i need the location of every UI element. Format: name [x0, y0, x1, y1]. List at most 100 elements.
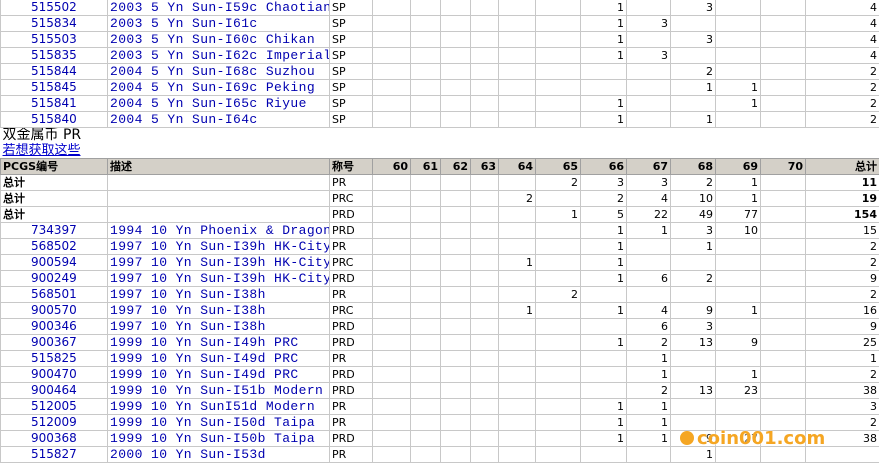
count-cell — [470, 190, 499, 207]
description-link[interactable]: 1999 10 Yn Sun-I50b Taipa — [107, 430, 330, 447]
description-link[interactable]: 1999 10 Yn Sun-I49d PRC — [107, 366, 330, 383]
description-link[interactable]: 1997 10 Yn Sun-I39h HK-City — [107, 270, 330, 287]
pcgs-number-link[interactable]: 568501 — [0, 286, 108, 303]
more-link[interactable]: 若想获取这些 — [2, 143, 81, 158]
count-cell — [470, 222, 499, 239]
pcgs-number-link[interactable]: 515835 — [0, 47, 108, 64]
count-cell: 1 — [715, 302, 761, 319]
count-cell — [372, 270, 411, 287]
pcgs-number-link[interactable]: 900367 — [0, 334, 108, 351]
pcgs-number-link[interactable]: 900594 — [0, 254, 108, 271]
count-cell — [715, 254, 761, 271]
pcgs-number-link[interactable]: 515827 — [0, 446, 108, 463]
count-cell — [410, 15, 441, 32]
description-link[interactable]: 1999 10 Yn Sun-I51b Modern — [107, 382, 330, 399]
count-cell — [760, 79, 806, 96]
total-cell: 2 — [805, 286, 879, 303]
data-row: 900594 1997 10 Yn Sun-I39h HK-City PRC 1 1 2 — [0, 254, 879, 271]
count-cell — [440, 366, 471, 383]
pcgs-number-link[interactable]: 515502 — [0, 0, 108, 16]
count-cell — [626, 63, 671, 80]
data-row: 568501 1997 10 Yn Sun-I38h PR 2 2 — [0, 286, 879, 303]
count-cell — [470, 174, 499, 191]
description-link[interactable]: 1999 10 Yn Sun-I50d Taipa — [107, 414, 330, 431]
description-link[interactable]: 2003 5 Yn Sun-I62c Imperial — [107, 47, 330, 64]
count-cell — [760, 0, 806, 16]
count-cell: 2 — [498, 190, 536, 207]
grade-cell: PRD — [329, 206, 373, 223]
pcgs-number-link[interactable]: 900570 — [0, 302, 108, 319]
pcgs-number-link[interactable]: 515841 — [0, 95, 108, 112]
pcgs-number-link[interactable]: 515825 — [0, 350, 108, 367]
count-cell — [715, 15, 761, 32]
count-cell: 1 — [580, 270, 627, 287]
description-link[interactable]: 1997 10 Yn Sun-I39h HK-City — [107, 254, 330, 271]
count-cell — [580, 63, 627, 80]
pcgs-number-link[interactable]: 515840 — [0, 111, 108, 128]
count-cell — [498, 206, 536, 223]
count-cell — [410, 318, 441, 335]
count-cell — [410, 366, 441, 383]
total-cell: 2 — [805, 238, 879, 255]
grade-cell: PRD — [329, 270, 373, 287]
count-cell — [440, 190, 471, 207]
pcgs-number-link[interactable]: 515844 — [0, 63, 108, 80]
description-link[interactable]: 1997 10 Yn Sun-I38h — [107, 286, 330, 303]
count-cell — [470, 382, 499, 399]
total-cell: 2 — [805, 254, 879, 271]
count-cell: 2 — [580, 190, 627, 207]
count-cell — [535, 382, 581, 399]
data-row: 515834 2003 5 Yn Sun-I61c SP 1 3 4 — [0, 15, 879, 32]
count-cell: 1 — [580, 222, 627, 239]
pcgs-number-link[interactable]: 734397 — [0, 222, 108, 239]
description-link[interactable]: 1997 10 Yn Sun-I38h — [107, 318, 330, 335]
description-link[interactable]: 2004 5 Yn Sun-I68c Suzhou — [107, 63, 330, 80]
pcgs-number-link[interactable]: 512005 — [0, 398, 108, 415]
description-link[interactable]: 2004 5 Yn Sun-I64c — [107, 111, 330, 128]
count-cell — [535, 414, 581, 431]
count-cell — [470, 79, 499, 96]
count-cell: 13 — [670, 382, 716, 399]
description-link[interactable]: 2004 5 Yn Sun-I69c Peking — [107, 79, 330, 96]
count-cell: 1 — [670, 79, 716, 96]
description-cell — [107, 206, 330, 223]
count-cell — [440, 398, 471, 415]
description-link[interactable]: 1997 10 Yn Sun-I38h — [107, 302, 330, 319]
description-link[interactable]: 1999 10 Yn Sun-I49d PRC — [107, 350, 330, 367]
pcgs-number-link[interactable]: 515834 — [0, 15, 108, 32]
description-link[interactable]: 2000 10 Yn Sun-I53d — [107, 446, 330, 463]
count-cell: 5 — [580, 206, 627, 223]
pcgs-number-link[interactable]: 900470 — [0, 366, 108, 383]
count-cell — [410, 302, 441, 319]
total-cell: 2 — [805, 79, 879, 96]
description-link[interactable]: 1999 10 Yn SunI51d Modern — [107, 398, 330, 415]
pcgs-number-link[interactable]: 900346 — [0, 318, 108, 335]
description-link[interactable]: 2003 5 Yn Sun-I61c — [107, 15, 330, 32]
count-cell: 3 — [626, 47, 671, 64]
column-header: 67 — [626, 158, 671, 175]
count-cell — [470, 15, 499, 32]
count-cell — [715, 270, 761, 287]
pcgs-number-link[interactable]: 568502 — [0, 238, 108, 255]
count-cell — [535, 446, 581, 463]
description-link[interactable]: 2003 5 Yn Sun-I59c Chaotian — [107, 0, 330, 16]
count-cell — [535, 111, 581, 128]
description-link[interactable]: 2004 5 Yn Sun-I65c Riyue — [107, 95, 330, 112]
description-link[interactable]: 1994 10 Yn Phoenix & Dragon — [107, 222, 330, 239]
pcgs-number-link[interactable]: 512009 — [0, 414, 108, 431]
pcgs-number-link[interactable]: 515845 — [0, 79, 108, 96]
pcgs-number-link[interactable]: 900249 — [0, 270, 108, 287]
description-link[interactable]: 2003 5 Yn Sun-I60c Chikan — [107, 31, 330, 48]
count-cell — [440, 446, 471, 463]
pcgs-number-link[interactable]: 515503 — [0, 31, 108, 48]
column-header: 63 — [470, 158, 499, 175]
count-cell — [535, 366, 581, 383]
description-link[interactable]: 1997 10 Yn Sun-I39h HK-City — [107, 238, 330, 255]
column-header: 65 — [535, 158, 581, 175]
count-cell — [372, 95, 411, 112]
pcgs-number-link[interactable]: 900368 — [0, 430, 108, 447]
count-cell — [626, 79, 671, 96]
description-link[interactable]: 1999 10 Yn Sun-I49h PRC — [107, 334, 330, 351]
count-cell — [372, 446, 411, 463]
pcgs-number-link[interactable]: 900464 — [0, 382, 108, 399]
